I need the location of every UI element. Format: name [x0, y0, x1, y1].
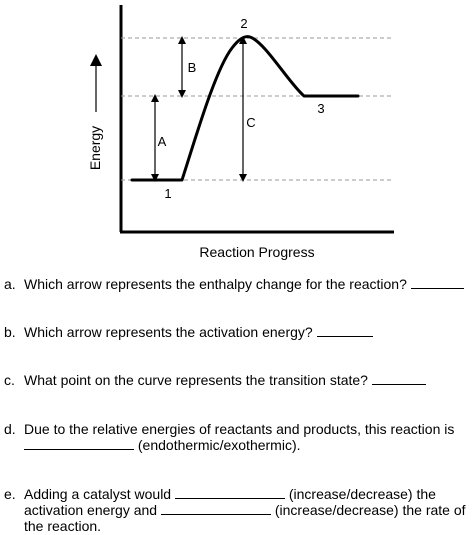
answer-blank-c[interactable]	[371, 372, 426, 385]
question-text-line1: Due to the relative energies of reactant…	[24, 421, 455, 437]
point-label-3: 3	[317, 101, 324, 116]
question-letter: e.	[4, 486, 16, 502]
question-letter: c.	[4, 372, 15, 388]
answer-blank-e1[interactable]	[174, 486, 285, 499]
arrow-label-b: B	[188, 60, 197, 75]
question-text-line2a: activation energy and	[24, 502, 158, 518]
answer-blank-e2[interactable]	[160, 502, 271, 515]
point-label-1: 1	[164, 186, 171, 201]
arrow-label-a: A	[158, 134, 167, 149]
arrow-label-c: C	[246, 115, 255, 130]
y-axis-label: Energy	[87, 126, 103, 170]
question-text-line2: (endothermic/exothermic).	[137, 437, 301, 453]
question-letter: b.	[4, 324, 16, 340]
answer-blank-d[interactable]	[24, 437, 134, 450]
question-text-line1b: (increase/decrease) the	[288, 486, 436, 502]
question-letter: a.	[4, 276, 16, 292]
energy-diagram: Energy 1 2 3 A B C Reaction Progress	[87, 5, 394, 260]
reaction-curve	[130, 35, 360, 182]
answer-blank-b[interactable]	[316, 324, 373, 337]
point-label-2: 2	[240, 16, 247, 31]
question-text-line3: the reaction.	[24, 518, 102, 534]
question-text-line1a: Adding a catalyst would	[24, 486, 172, 502]
question-text: What point on the curve represents the t…	[24, 372, 368, 388]
question-letter: d.	[4, 421, 16, 437]
question-text-line2b: (increase/decrease) the rate of	[274, 502, 466, 518]
answer-blank-a[interactable]	[410, 276, 464, 289]
x-axis-label: Reaction Progress	[199, 244, 314, 260]
question-text: Which arrow represents the activation en…	[24, 324, 313, 340]
question-text: Which arrow represents the enthalpy chan…	[24, 276, 407, 292]
